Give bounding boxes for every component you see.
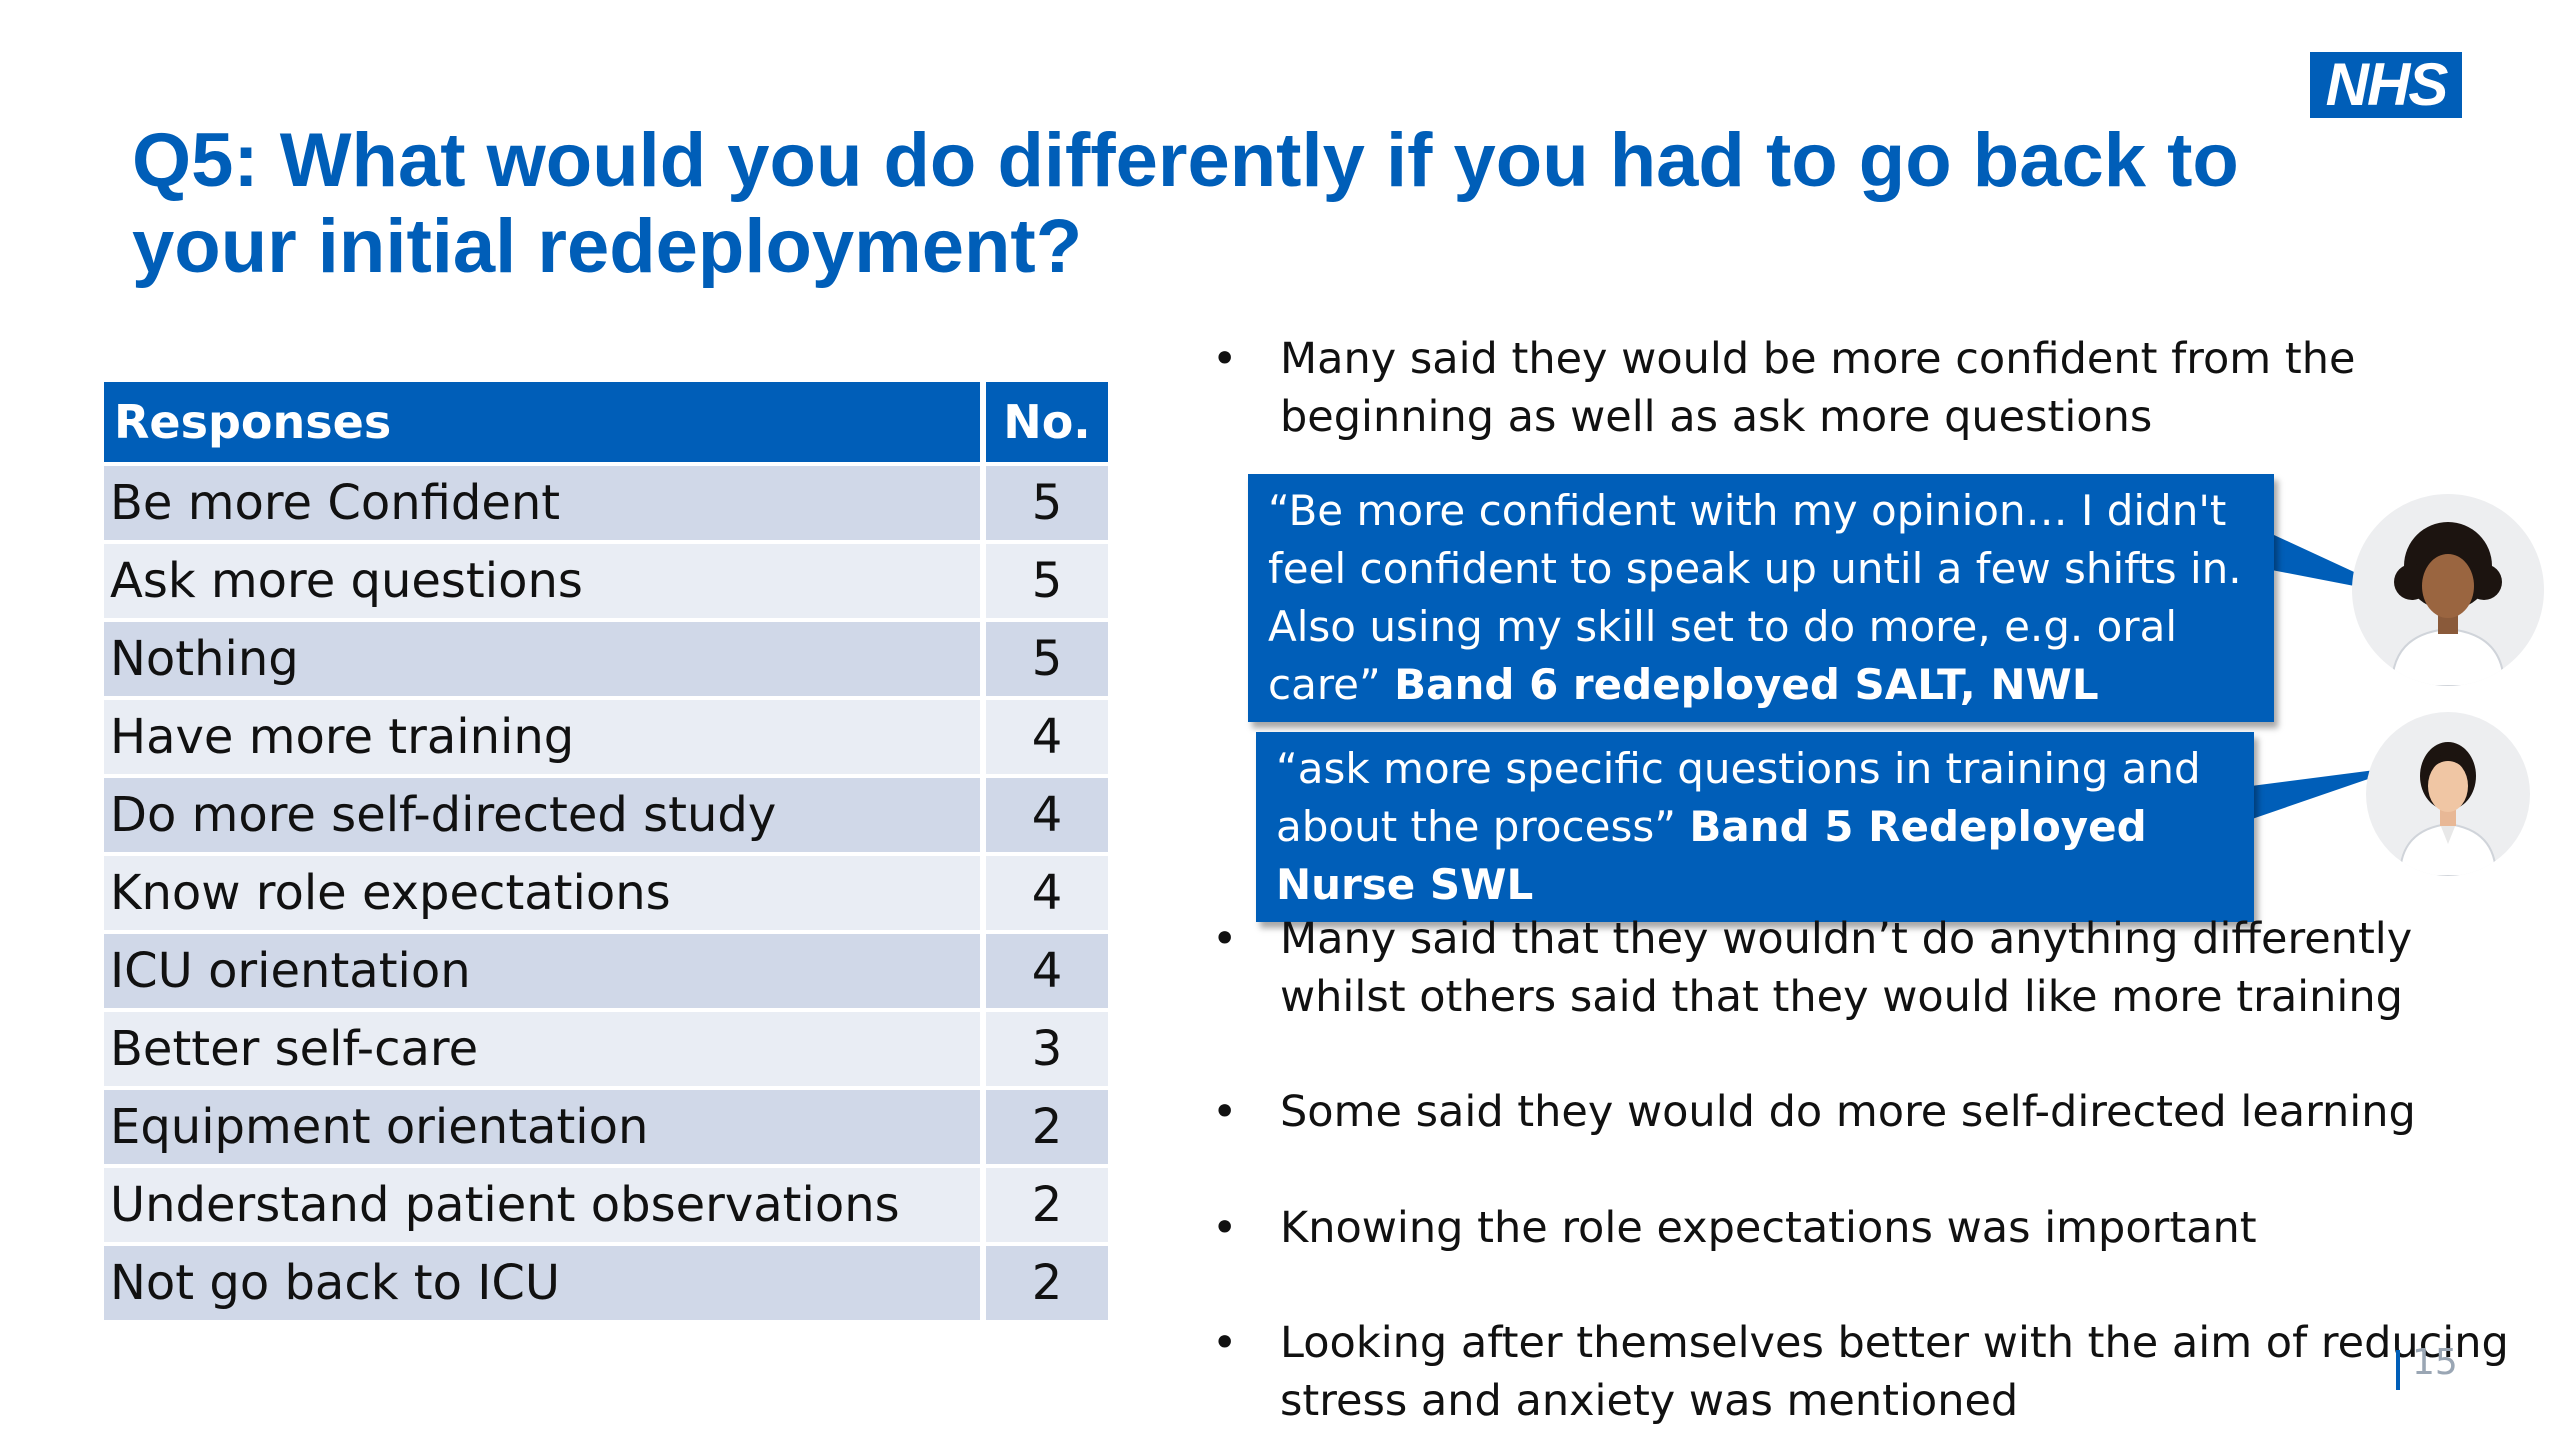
table-row: Better self-care 3 bbox=[104, 1012, 1108, 1086]
table-row: Ask more questions 5 bbox=[104, 544, 1108, 618]
page-number: 15 bbox=[2412, 1342, 2458, 1383]
response-cell: Better self-care bbox=[104, 1012, 986, 1086]
quote-text: “Be more confident with my opinion… I di… bbox=[1268, 486, 2242, 709]
count-cell: 4 bbox=[986, 778, 1108, 852]
page-title: Q5: What would you do differently if you… bbox=[132, 118, 2239, 289]
header-count: No. bbox=[986, 382, 1108, 462]
table-row: Do more self-directed study 4 bbox=[104, 778, 1108, 852]
bullet-marker: • bbox=[1212, 914, 1238, 964]
table-row: Understand patient observations 2 bbox=[104, 1168, 1108, 1242]
count-cell: 5 bbox=[986, 466, 1108, 540]
table-row: Have more training 4 bbox=[104, 700, 1108, 774]
response-cell: Do more self-directed study bbox=[104, 778, 986, 852]
bullet-marker: • bbox=[1212, 1203, 1238, 1253]
count-cell: 2 bbox=[986, 1246, 1108, 1320]
quote-attribution: Band 6 redeployed SALT, NWL bbox=[1394, 660, 2099, 709]
count-cell: 4 bbox=[986, 700, 1108, 774]
quote-attribution: Band 5 Redeployed Nurse SWL bbox=[1276, 802, 2147, 909]
quote-pointer bbox=[2220, 766, 2406, 830]
count-cell: 2 bbox=[986, 1090, 1108, 1164]
bullet-text: Looking after themselves better with the… bbox=[1280, 1318, 2509, 1426]
response-cell: Nothing bbox=[104, 622, 986, 696]
bullet-text: Many said they would be more confident f… bbox=[1280, 334, 2356, 442]
count-cell: 5 bbox=[986, 622, 1108, 696]
count-cell: 3 bbox=[986, 1012, 1108, 1086]
bullet-marker: • bbox=[1212, 334, 1238, 384]
quote-box: “Be more confident with my opinion… I di… bbox=[1248, 474, 2274, 722]
nhs-logo: NHS bbox=[2310, 52, 2462, 118]
bullet-marker: • bbox=[1212, 1087, 1238, 1137]
quote-box: “ask more specific questions in training… bbox=[1256, 732, 2254, 922]
table-row: Be more Confident 5 bbox=[104, 466, 1108, 540]
response-cell: Not go back to ICU bbox=[104, 1246, 986, 1320]
header-responses: Responses bbox=[104, 382, 986, 462]
page-number-divider bbox=[2396, 1350, 2400, 1390]
table-row: ICU orientation 4 bbox=[104, 934, 1108, 1008]
bullet-marker: • bbox=[1212, 1318, 1238, 1368]
count-cell: 4 bbox=[986, 934, 1108, 1008]
response-cell: Be more Confident bbox=[104, 466, 986, 540]
count-cell: 2 bbox=[986, 1168, 1108, 1242]
response-cell: Equipment orientation bbox=[104, 1090, 986, 1164]
table-row: Know role expectations 4 bbox=[104, 856, 1108, 930]
table-row: Nothing 5 bbox=[104, 622, 1108, 696]
responses-table: Responses No. Be more Confident 5 Ask mor… bbox=[104, 378, 1108, 1324]
count-cell: 5 bbox=[986, 544, 1108, 618]
response-cell: ICU orientation bbox=[104, 934, 986, 1008]
bullet-text: Some said they would do more self-direct… bbox=[1280, 1087, 2416, 1137]
response-cell: Ask more questions bbox=[104, 544, 986, 618]
count-cell: 4 bbox=[986, 856, 1108, 930]
quote-text: “ask more specific questions in training… bbox=[1276, 744, 2201, 851]
response-cell: Know role expectations bbox=[104, 856, 986, 930]
avatar-nurse-icon bbox=[2366, 712, 2530, 876]
table-row: Equipment orientation 2 bbox=[104, 1090, 1108, 1164]
bullet-text: Knowing the role expectations was import… bbox=[1280, 1203, 2257, 1253]
response-cell: Understand patient observations bbox=[104, 1168, 986, 1242]
table-header-row: Responses No. bbox=[104, 382, 1108, 462]
response-cell: Have more training bbox=[104, 700, 986, 774]
avatar-woman-curly-hair-icon bbox=[2352, 494, 2544, 686]
table-row: Not go back to ICU 2 bbox=[104, 1246, 1108, 1320]
bullet-text: Many said that they wouldn’t do anything… bbox=[1280, 914, 2413, 1022]
